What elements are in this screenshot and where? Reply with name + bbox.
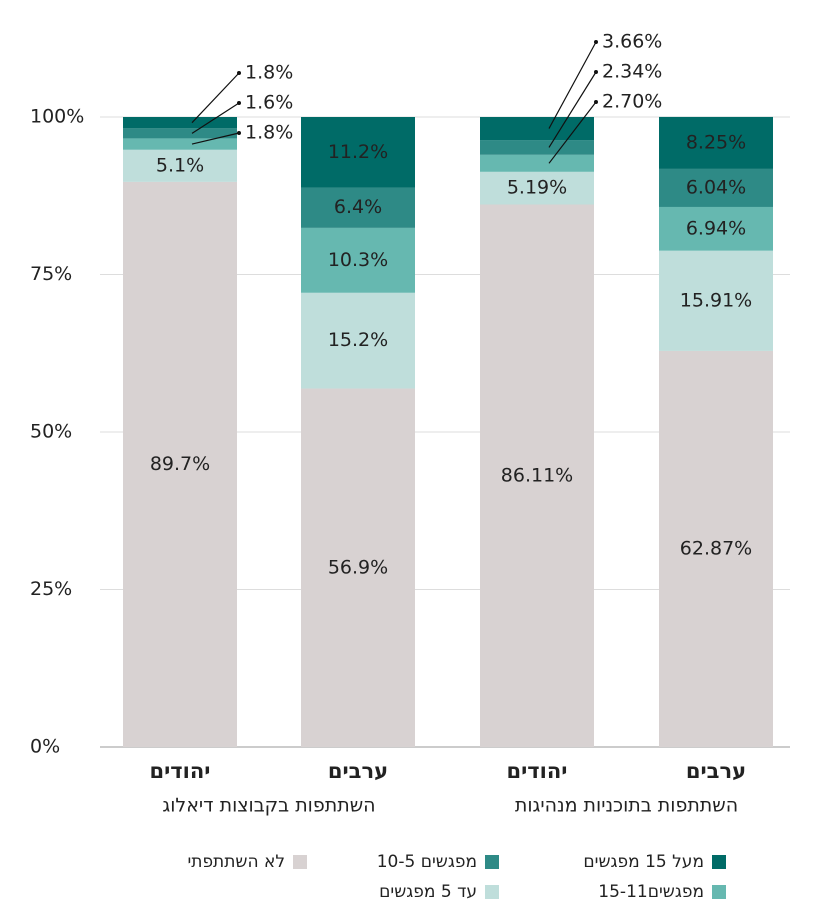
legend-swatch (485, 855, 499, 869)
bar-segment (123, 149, 237, 182)
data-label: 86.11% (501, 464, 573, 486)
callout-dot (237, 131, 241, 135)
callout-line (191, 102, 240, 134)
legend-label: 10-5 מפגשים (377, 852, 477, 872)
x-tick-label: יהודים (507, 759, 568, 783)
data-label: 1.8% (245, 62, 293, 84)
data-label: 6.04% (686, 176, 746, 198)
y-tick-label: 75% (30, 263, 72, 285)
callout-dot (594, 70, 598, 74)
callout-dot (594, 100, 598, 104)
bar-segment (123, 128, 237, 139)
data-label: 2.70% (602, 91, 662, 113)
data-label: 6.94% (686, 217, 746, 239)
bar-segment (123, 181, 237, 747)
bar-segment (123, 138, 237, 150)
data-label: 5.1% (156, 154, 204, 176)
data-label: 2.34% (602, 61, 662, 83)
data-label: 1.8% (245, 122, 293, 144)
callout-line (191, 132, 240, 145)
bar-segment (480, 140, 594, 155)
data-label: 1.6% (245, 92, 293, 114)
bar-segment (480, 204, 594, 747)
bar-segment (301, 117, 415, 188)
bar-segment (480, 171, 594, 205)
legend-label: עד 5 מפגשים (379, 882, 477, 902)
callout-line (548, 101, 597, 164)
y-tick-label: 50% (30, 421, 72, 443)
callout-dot (237, 71, 241, 75)
x-tick-label: יהודים (150, 759, 211, 783)
legend-swatch (712, 885, 726, 899)
legend-swatch (293, 855, 307, 869)
callout-line (191, 72, 240, 124)
bar-segment (123, 117, 237, 129)
y-tick-label: 0% (30, 736, 60, 758)
group-label: השתתפות בקבוצות דיאלוג (162, 795, 375, 817)
data-label: 10.3% (328, 249, 388, 271)
legend-label: 15-11מפגשים (598, 882, 704, 902)
bar-segment (301, 292, 415, 389)
bar-segment (659, 168, 773, 207)
data-label: 3.66% (602, 31, 662, 53)
callout-dot (237, 101, 241, 105)
y-tick-label: 100% (30, 106, 84, 128)
x-tick-label: ערבים (328, 759, 388, 783)
callout-dot (594, 40, 598, 44)
legend-swatch (485, 885, 499, 899)
data-label: 6.4% (334, 196, 382, 218)
legend-label: לא השתתפתי (187, 852, 285, 872)
bar-segment (301, 187, 415, 228)
data-label: 15.2% (328, 329, 388, 351)
group-label: השתתפות בתוכניות מנהיגות (515, 795, 738, 817)
data-label: 89.7% (150, 453, 210, 475)
bar-segment (301, 227, 415, 293)
data-label: 15.91% (680, 289, 752, 311)
data-label: 62.87% (680, 537, 752, 559)
bar-segment (659, 250, 773, 351)
data-label: 5.19% (507, 177, 567, 199)
bar-segment (659, 350, 773, 747)
legend-label: מעל 15 מפגשים (583, 852, 704, 872)
data-label: 11.2% (328, 141, 388, 163)
callout-line (548, 41, 597, 129)
bar-segment (301, 388, 415, 747)
x-tick-label: ערבים (686, 759, 746, 783)
bar-segment (659, 206, 773, 251)
bar-segment (480, 117, 594, 141)
data-label: 56.9% (328, 556, 388, 578)
callout-line (548, 71, 597, 148)
bar-segment (480, 154, 594, 172)
y-tick-label: 25% (30, 578, 72, 600)
data-label: 8.25% (686, 131, 746, 153)
legend-swatch (712, 855, 726, 869)
bar-segment (659, 116, 773, 169)
